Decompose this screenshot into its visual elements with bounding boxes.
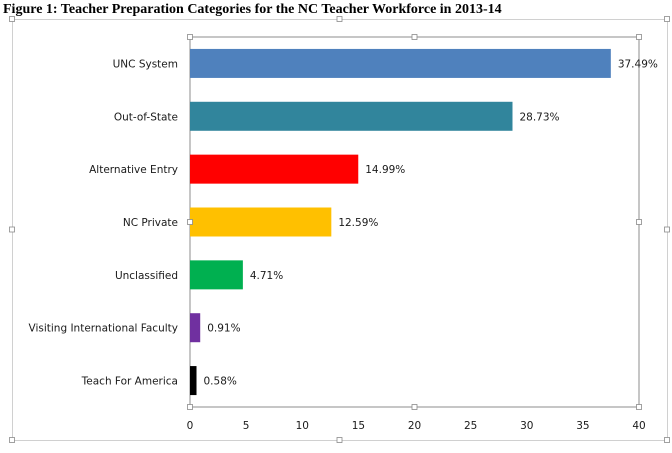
plot-resize-handle (187, 219, 193, 225)
category-label: NC Private (123, 217, 178, 229)
x-tick-label: 30 (520, 420, 533, 432)
data-label: 0.58% (204, 376, 237, 388)
chart-resize-handle (664, 437, 670, 443)
bar (190, 154, 359, 184)
category-label: UNC System (113, 58, 178, 70)
figure-caption: Figure 1: Teacher Preparation Categories… (3, 2, 502, 17)
plot-resize-handle (411, 34, 418, 40)
chart-resize-handle (9, 16, 15, 22)
chart-resize-handle (664, 16, 670, 22)
x-tick-label: 15 (352, 420, 365, 432)
x-tick-label: 0 (187, 420, 194, 432)
x-tick-label: 20 (408, 420, 421, 432)
bar (190, 366, 197, 396)
data-label: 4.71% (250, 270, 283, 282)
chart-resize-handle (664, 226, 670, 233)
bar (190, 313, 201, 343)
x-tick-label: 40 (632, 420, 645, 432)
plot-resize-handle (411, 404, 418, 410)
category-label: Out-of-State (114, 111, 178, 123)
category-label: Visiting International Faculty (29, 323, 179, 335)
plot-resize-handle (636, 219, 642, 225)
chart-resize-handle (9, 437, 15, 443)
bar (190, 48, 611, 78)
plot-resize-handle (187, 404, 193, 410)
chart-resize-handle (9, 226, 15, 233)
x-tick-label: 5 (243, 420, 250, 432)
chart-resize-handle (336, 437, 343, 443)
data-label: 12.59% (338, 217, 378, 229)
data-label: 28.73% (519, 111, 559, 123)
category-label: Unclassified (115, 270, 178, 282)
x-tick-label: 25 (464, 420, 477, 432)
x-tick-label: 35 (576, 420, 589, 432)
plot-resize-handle (636, 34, 642, 40)
x-tick-label: 10 (296, 420, 309, 432)
bar (190, 207, 332, 237)
data-label: 37.49% (618, 58, 658, 70)
chart-resize-handle (336, 16, 343, 22)
data-label: 14.99% (365, 164, 405, 176)
plot-resize-handle (187, 34, 193, 40)
data-label: 0.91% (207, 323, 240, 335)
plot-resize-handle (636, 404, 642, 410)
bar (190, 101, 513, 131)
category-label: Teach For America (81, 376, 178, 388)
bar (190, 260, 243, 290)
category-label: Alternative Entry (89, 164, 178, 176)
